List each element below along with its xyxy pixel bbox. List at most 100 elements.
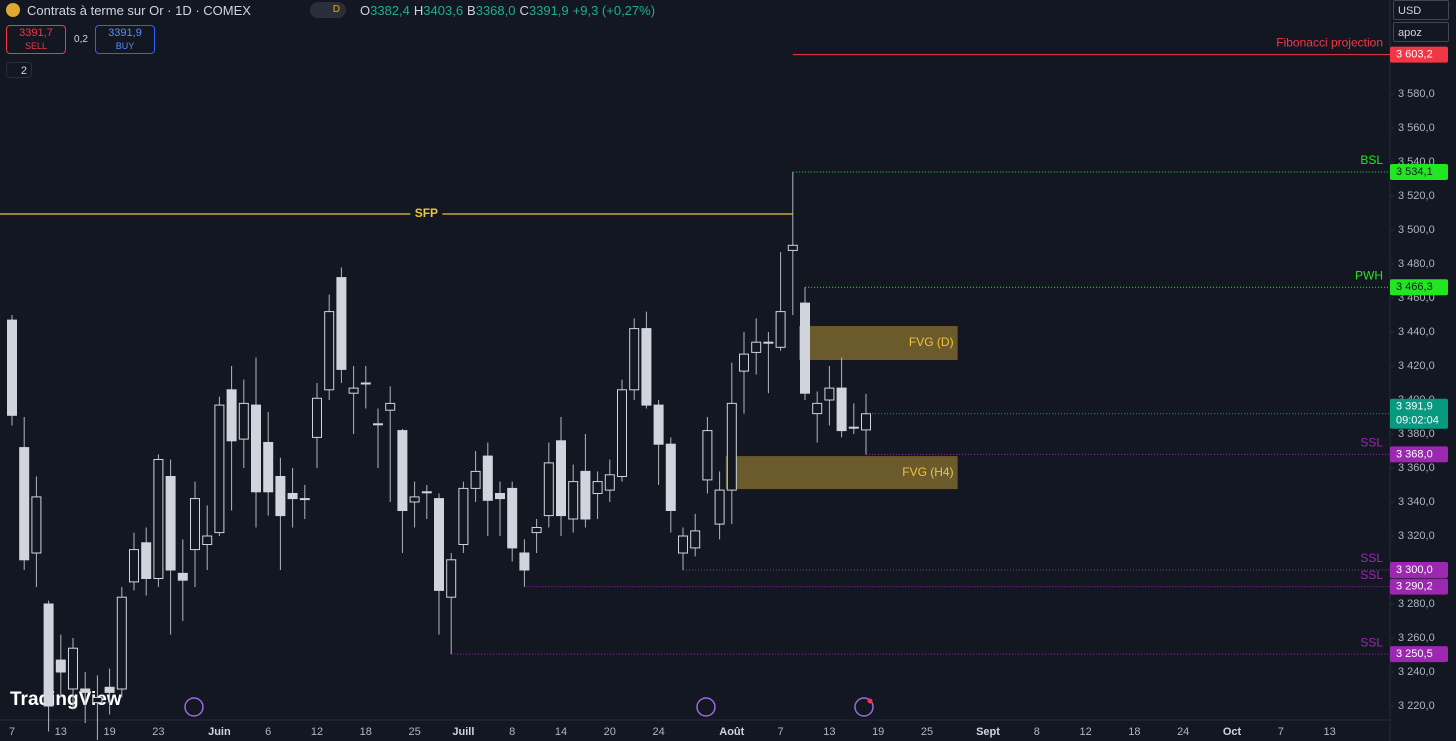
buy-button[interactable]: 3391,9 BUY (95, 25, 155, 54)
candle-body (470, 470, 481, 489)
level-name: SSL (1360, 551, 1383, 565)
x-tick-label: Sept (976, 726, 1000, 738)
level-tag-label: 3 368,0 (1396, 448, 1433, 460)
market-badge: D (310, 2, 346, 18)
x-tick-label: Juill (452, 726, 474, 738)
currency[interactable]: USD (1393, 0, 1449, 20)
x-tick-label: 25 (408, 726, 420, 738)
x-tick-label: Oct (1223, 726, 1242, 738)
fvg-zone (799, 326, 958, 361)
candle-body (604, 474, 615, 491)
event-icon[interactable] (854, 697, 874, 717)
candle-body (617, 389, 627, 477)
y-tick-label: 3 340,0 (1398, 496, 1435, 508)
candle-body (690, 530, 701, 549)
candle-body (751, 341, 762, 353)
symbol-title[interactable]: Contrats à terme sur Or · 1D · COMEX (27, 3, 251, 18)
y-tick-label: 3 260,0 (1398, 632, 1435, 644)
level-name: PWH (1355, 268, 1383, 282)
candle-body (153, 458, 164, 579)
symbol-icon (6, 3, 20, 17)
level-name: SSL (1360, 635, 1383, 649)
candle-body (202, 535, 213, 545)
x-tick-label: 18 (360, 726, 372, 738)
ohlc-key: H (413, 3, 424, 18)
logo: TradingView (10, 689, 122, 710)
x-tick-label: Août (719, 726, 744, 738)
x-tick-label: 23 (152, 726, 164, 738)
candle-body (92, 696, 103, 704)
ohlc-value: 3403,6 (423, 3, 464, 18)
y-tick-label: 3 440,0 (1398, 326, 1435, 338)
sell-label: SELL (24, 41, 48, 51)
x-tick-label: 24 (652, 726, 664, 738)
candle-body (397, 430, 408, 511)
level-name: SSL (1360, 436, 1383, 450)
x-tick-label: 12 (311, 726, 323, 738)
candle-body (507, 487, 518, 549)
candle-body (763, 341, 774, 344)
ohlc-key: O (360, 3, 371, 18)
level-tag (1390, 446, 1448, 463)
x-tick-label: Juin (208, 726, 231, 738)
level-tag-label: 3 603,2 (1396, 48, 1433, 60)
x-tick-label: 14 (555, 726, 567, 738)
candle-body (714, 489, 725, 525)
candle-body (458, 487, 469, 545)
candle-body (68, 647, 78, 690)
level-name: SSL (1360, 568, 1383, 582)
sell-button[interactable]: 3391,7 SELL (6, 25, 66, 54)
y-tick-label: 3 500,0 (1398, 224, 1435, 236)
candle-body (104, 686, 115, 693)
x-tick-label: 25 (921, 726, 933, 738)
candle-body (116, 596, 127, 690)
candle-body (787, 244, 798, 251)
x-tick-label: 18 (1128, 726, 1140, 738)
buy-label: BUY (115, 41, 135, 51)
candle-body (238, 402, 249, 440)
ohlc-value: 3391,9 (528, 3, 569, 18)
scale-mode[interactable]: apoz (1393, 22, 1449, 42)
candle-body (251, 404, 261, 493)
candle-body (373, 423, 383, 426)
event-icon[interactable] (184, 697, 204, 717)
candle-body (665, 443, 676, 511)
event-icon[interactable] (696, 697, 716, 717)
candle-body (482, 455, 493, 501)
candle-body (592, 481, 603, 494)
candle-body (421, 491, 432, 494)
candle-body (861, 413, 871, 431)
y-tick-label: 3 360,0 (1398, 462, 1435, 474)
candle-body (226, 389, 237, 442)
candle-body (312, 397, 322, 438)
candle-body (543, 462, 554, 517)
candle-body (19, 447, 30, 561)
level-tag-label: 3 250,5 (1396, 648, 1433, 660)
x-tick-label: 19 (872, 726, 884, 738)
x-tick-label: 7 (9, 726, 15, 738)
candle-body (568, 481, 579, 520)
candle-body (812, 402, 823, 415)
sfp-label: SFP (415, 206, 438, 220)
candle-body (141, 542, 152, 579)
candle-body (165, 475, 176, 571)
x-tick-label: 7 (1278, 726, 1284, 738)
ohlc-key: C (519, 3, 529, 18)
candle-body (800, 302, 810, 394)
level-tag (1390, 561, 1448, 578)
fvg-label: FVG (H4) (902, 465, 953, 479)
x-tick-label: 7 (778, 726, 784, 738)
candle-body (129, 549, 139, 583)
y-tick-label: 3 320,0 (1398, 530, 1435, 542)
candle-body (434, 498, 444, 591)
indicator-toggle[interactable]: 2 (6, 62, 32, 78)
candle-body (739, 353, 749, 372)
x-tick-label: 6 (265, 726, 271, 738)
candle-body (190, 498, 200, 551)
x-tick-label: 13 (1323, 726, 1335, 738)
y-tick-label: 3 380,0 (1398, 428, 1435, 440)
level-tag-label: 3 466,3 (1396, 281, 1433, 293)
candle-body (275, 475, 286, 517)
